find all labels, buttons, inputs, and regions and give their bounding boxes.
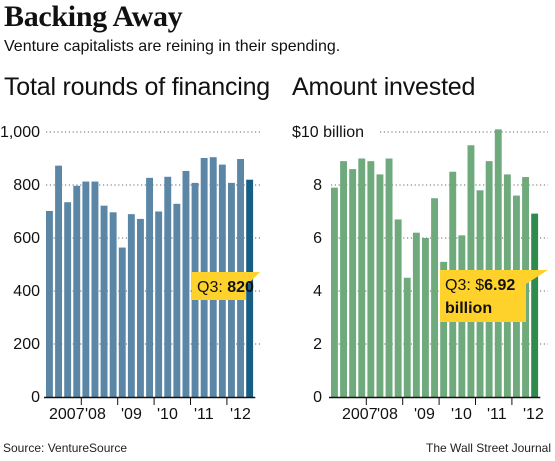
publisher-credit: The Wall Street Journal [426, 441, 551, 455]
x-tick-label: '08 [85, 406, 106, 423]
bar [55, 165, 62, 397]
x-tick-label: 2007 [49, 406, 85, 423]
bar [127, 214, 135, 397]
x-tick-label: '08 [377, 406, 398, 423]
callout-label: Q3: 820 [197, 279, 254, 296]
y-tick-label: 4 [313, 283, 322, 300]
source-note: Source: VentureSource [3, 441, 128, 455]
callout-label: Q3: $6.92 [445, 277, 515, 294]
chart-rounds: 0 200 400 600 800 1,000 2007'08 '09 '10 '11 '12 Q3:… [0, 124, 262, 423]
y-tick-label: 600 [13, 230, 40, 247]
bar [367, 161, 375, 397]
headline: Backing Away [4, 0, 183, 33]
y-tick-label: 800 [13, 177, 40, 194]
bar [173, 203, 181, 397]
callout-unit: billion [445, 300, 492, 317]
x-tick-label: '10 [451, 406, 472, 423]
x-tick-label: '12 [230, 406, 251, 423]
bar [82, 181, 90, 397]
x-tick-label: '09 [414, 406, 435, 423]
subheadline: Venture capitalists are reining in their… [4, 38, 341, 55]
chart-title-amount: Amount invested [292, 73, 476, 101]
bar [46, 210, 53, 397]
x-tick-label: '11 [487, 406, 507, 423]
bar [109, 212, 117, 397]
y-tick-label: 0 [313, 389, 322, 406]
bar [100, 205, 108, 397]
x-tick-label: '10 [157, 406, 178, 423]
callout-prefix: Q3: $ [445, 277, 484, 294]
x-tick-label: 2007 [342, 406, 378, 423]
callout-value: 820 [227, 279, 254, 296]
bar [394, 219, 402, 397]
bar [403, 277, 411, 397]
highlighted-bar [531, 213, 539, 397]
bar [182, 170, 190, 397]
bar [422, 238, 429, 397]
chart-amount: 0 2 4 6 8 $10 billion 2007'08 '09 '10 '11 '12 Q3: $… [292, 124, 548, 423]
y-tick-label: 0 [31, 389, 40, 406]
bar [155, 211, 163, 397]
bar [118, 247, 126, 397]
bar [376, 174, 384, 397]
bar [91, 181, 99, 397]
y-tick-label: 2 [313, 336, 322, 353]
bar [431, 198, 438, 397]
bar [385, 158, 393, 397]
callout-box [440, 270, 548, 322]
y-tick-label: 200 [13, 336, 40, 353]
bar [412, 232, 420, 397]
bar [358, 158, 366, 397]
x-tick-label: '12 [523, 406, 544, 423]
y-tick-label: 400 [13, 283, 40, 300]
bar [349, 169, 357, 397]
y-tick-label: 6 [313, 230, 322, 247]
bar [340, 161, 347, 397]
bar [164, 176, 172, 397]
y-tick-label: 8 [313, 177, 322, 194]
callout-value: 6.92 [484, 277, 515, 294]
bar [73, 185, 81, 397]
highlighted-bar [246, 179, 254, 397]
bar [64, 202, 72, 397]
y-tick-label: 1,000 [0, 124, 40, 141]
callout-box [192, 272, 260, 300]
callout-prefix: Q3: [197, 279, 227, 296]
bar [331, 187, 338, 397]
bar [494, 129, 502, 397]
x-tick-label: '09 [121, 406, 142, 423]
bar [440, 261, 448, 397]
x-tick-label: '11 [194, 406, 214, 423]
bar [146, 177, 153, 397]
y-tick-label: $10 billion [292, 124, 364, 141]
chart-title-rounds: Total rounds of financing [4, 73, 271, 101]
bar [137, 218, 144, 397]
